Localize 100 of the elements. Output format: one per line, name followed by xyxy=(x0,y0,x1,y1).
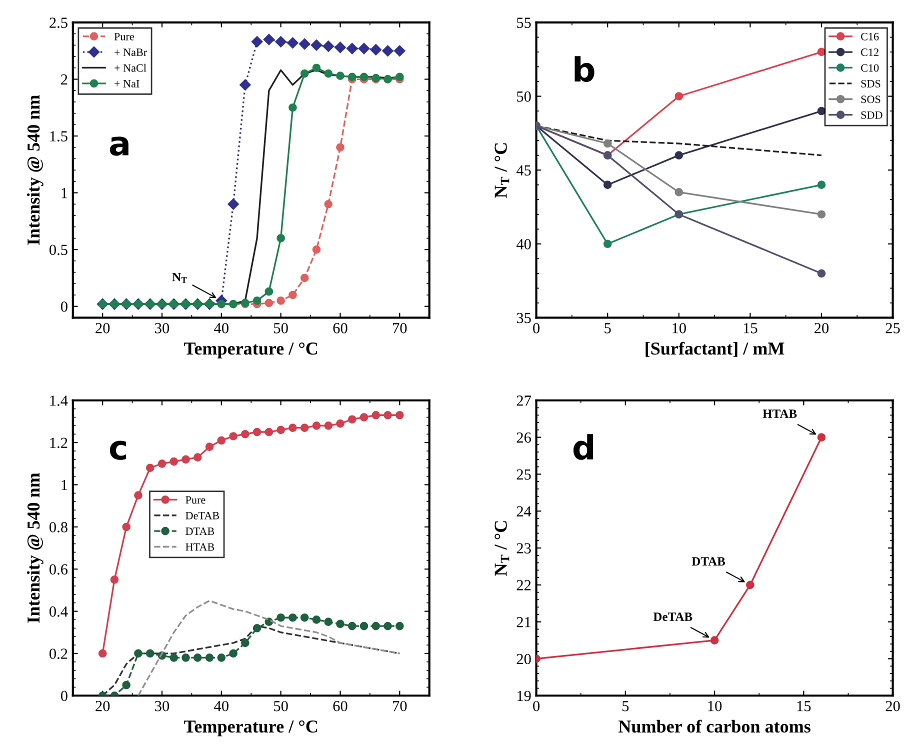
point xyxy=(310,40,322,51)
y-tick-label: 1.2 xyxy=(50,438,68,448)
annotation: b xyxy=(574,56,594,82)
point xyxy=(134,649,142,658)
y-tick-label: 0 xyxy=(60,690,68,702)
y-tick-label: 1 xyxy=(62,188,68,198)
point xyxy=(370,44,382,56)
point xyxy=(384,622,392,630)
y-tick-label: 0 xyxy=(60,301,68,312)
point xyxy=(710,636,719,644)
point xyxy=(372,410,380,420)
annotation: d xyxy=(573,434,594,460)
point xyxy=(324,69,333,78)
x-tick-label: 0 xyxy=(533,700,540,712)
point xyxy=(217,300,226,308)
point xyxy=(252,624,262,632)
point xyxy=(300,613,309,622)
x-tick-label: 20 xyxy=(96,700,110,712)
x-tick-label: 5 xyxy=(622,701,629,712)
point xyxy=(817,433,826,442)
y-tick-label: 0.2 xyxy=(50,648,68,659)
point xyxy=(287,37,298,48)
point xyxy=(205,654,214,662)
point xyxy=(110,575,119,584)
point xyxy=(312,422,321,430)
point xyxy=(300,274,309,282)
y-tick-label: 1 xyxy=(62,480,68,490)
line-series xyxy=(137,600,400,696)
point xyxy=(217,436,226,445)
x-tick-label: 20 xyxy=(814,323,829,334)
point xyxy=(264,298,274,308)
point xyxy=(264,428,274,436)
x-tick-label: 15 xyxy=(744,323,758,334)
point xyxy=(228,198,239,210)
legend-label: SOS xyxy=(861,96,880,104)
point xyxy=(251,36,263,48)
point xyxy=(182,455,190,464)
point xyxy=(394,45,406,56)
legend-label: DeTAB xyxy=(186,512,220,520)
x-tick-label: 30 xyxy=(155,323,170,334)
x-tick-label: 50 xyxy=(274,323,288,334)
x-axis-title: Number of carbon atoms xyxy=(618,720,810,733)
legend-label: HTAB xyxy=(186,543,214,551)
point xyxy=(395,72,404,82)
point xyxy=(276,426,285,434)
x-tick-label: 10 xyxy=(672,323,686,334)
point xyxy=(300,424,309,432)
y-tick-label: 2.5 xyxy=(50,18,68,28)
annotation: HTAB xyxy=(762,410,797,418)
point xyxy=(603,240,612,248)
legend-label: + NaI xyxy=(114,80,140,88)
y-tick-label: 55 xyxy=(517,18,531,28)
point xyxy=(298,38,310,50)
point xyxy=(336,143,344,152)
point xyxy=(324,422,333,430)
point xyxy=(348,72,356,82)
y-tick-label: 0.8 xyxy=(50,522,68,532)
x-tick-label: 10 xyxy=(708,700,722,712)
annotation: a xyxy=(110,136,128,156)
y-tick-label: 2 xyxy=(61,74,68,85)
point xyxy=(193,453,202,462)
y-tick-label: 22 xyxy=(516,580,531,590)
annotation: N$_{T}$ xyxy=(172,272,187,283)
point xyxy=(146,649,154,658)
point xyxy=(276,296,285,305)
legend-label: Pure xyxy=(114,32,134,40)
point xyxy=(134,491,142,500)
point xyxy=(395,410,404,420)
point xyxy=(346,42,358,54)
x-tick-label: 30 xyxy=(155,700,170,712)
point xyxy=(288,424,297,432)
x-tick-label: 20 xyxy=(886,700,900,712)
y-tick-label: 50 xyxy=(517,91,531,102)
y-tick-label: 1.4 xyxy=(50,396,68,406)
point xyxy=(360,72,368,82)
point xyxy=(334,42,346,54)
legend-label: C12 xyxy=(861,48,878,56)
x-tick-label: 20 xyxy=(96,323,110,334)
point xyxy=(288,103,297,112)
point xyxy=(603,139,612,148)
point xyxy=(182,654,190,662)
point xyxy=(312,616,321,624)
x-axis-title: [Surfactant] / mM xyxy=(646,342,784,357)
point xyxy=(170,457,178,466)
point xyxy=(98,649,107,658)
y-tick-label: 35 xyxy=(516,312,531,324)
annotation: c xyxy=(110,440,126,460)
legend-label: SDD xyxy=(861,111,882,119)
y-axis-title: N$_{T}$ / °C xyxy=(494,521,510,576)
point xyxy=(240,79,251,91)
point xyxy=(360,413,368,422)
legend-label: C16 xyxy=(861,32,879,40)
legend-label: C10 xyxy=(861,64,879,72)
y-tick-label: 25 xyxy=(516,469,531,480)
point xyxy=(817,48,826,56)
point xyxy=(170,654,178,662)
point xyxy=(324,618,333,626)
point xyxy=(252,428,262,436)
point xyxy=(229,432,238,440)
annotation: DeTAB xyxy=(653,612,692,621)
